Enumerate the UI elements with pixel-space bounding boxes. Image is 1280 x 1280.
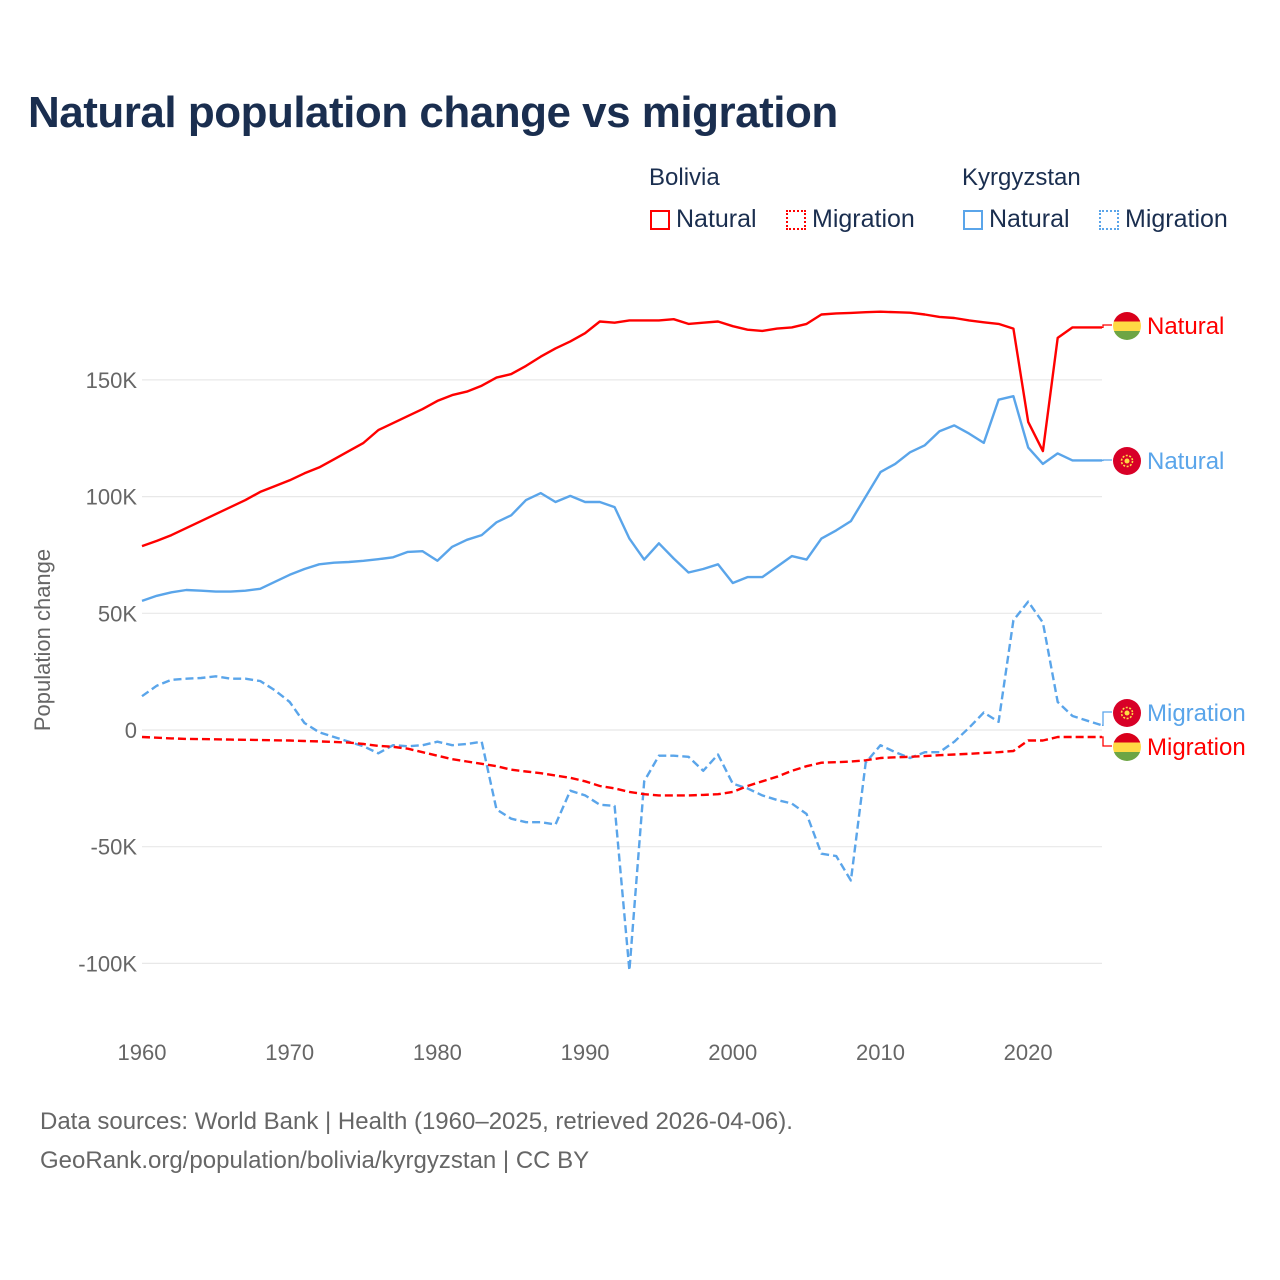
label-connector [1102,711,1112,726]
legend-swatch-solid [963,209,983,230]
x-tick-label: 1970 [265,1040,314,1065]
legend-label: Migration [1125,205,1228,233]
legend-label: Natural [989,205,1070,233]
series-line-kyrgyzstan-migration [141,600,1103,972]
legend-group-bolivia: Bolivia [649,164,720,191]
y-tick-label: -100K [78,951,137,976]
legend-swatch-dotted [786,209,806,230]
footer-link[interactable]: GeoRank.org/population/bolivia/kyrgyzsta… [40,1147,590,1174]
y-tick-label: 50K [98,601,137,626]
flag-sun [1120,706,1134,720]
x-tick-label: 2010 [856,1040,905,1065]
end-label: Migration [1147,700,1246,727]
x-tick-label: 1990 [561,1040,610,1065]
kyrgyzstan-flag-icon [1113,699,1141,727]
bolivia-flag-icon [1113,312,1141,340]
flag-sun-center [1124,710,1130,716]
y-axis-label: Population change [30,549,55,731]
flag-stripe [1113,321,1141,331]
y-tick-label: 0 [125,718,137,743]
legend-bolivia-natural[interactable]: Natural [650,205,757,234]
legend-swatch-dotted [1099,209,1119,230]
label-connector [1102,324,1112,329]
flag-stripe [1113,752,1141,761]
flag-body [1113,312,1141,340]
flag-sun [1120,454,1134,468]
x-tick-label: 2000 [708,1040,757,1065]
y-tick-label: 150K [86,368,138,393]
kyrgyzstan-flag-icon [1113,447,1141,475]
series-line-bolivia-migration [141,735,1102,797]
flag-stripe [1113,733,1141,743]
y-tick-label: -50K [91,835,138,860]
legend-label: Natural [676,205,757,233]
legend-label: Migration [812,205,915,233]
x-tick-label: 1980 [413,1040,462,1065]
footer-sources: Data sources: World Bank | Health (1960–… [40,1108,793,1135]
end-label: Natural [1147,313,1224,340]
y-tick-label: 100K [86,485,138,510]
flag-stripe [1113,331,1141,340]
series-line-bolivia-natural [141,310,1102,548]
series-line-kyrgyzstan-natural [141,395,1102,603]
flag-stripe [1113,312,1141,322]
bolivia-flag-icon [1113,733,1141,761]
legend-bolivia-migration[interactable]: Migration [786,205,915,234]
page-title: Natural population change vs migration [28,88,838,137]
legend-group-kyrgyzstan: Kyrgyzstan [962,164,1081,191]
legend-kyrgyzstan-migration[interactable]: Migration [1099,205,1228,234]
x-tick-label: 1960 [118,1040,167,1065]
flag-body [1113,733,1141,761]
end-label: Natural [1147,448,1224,475]
legend-kyrgyzstan-natural[interactable]: Natural [963,205,1070,234]
legend-swatch-solid [650,209,670,230]
flag-sun-center [1124,458,1130,464]
label-connector [1102,736,1112,747]
flag-stripe [1113,742,1141,752]
x-tick-label: 2020 [1004,1040,1053,1065]
end-label: Migration [1147,734,1246,761]
